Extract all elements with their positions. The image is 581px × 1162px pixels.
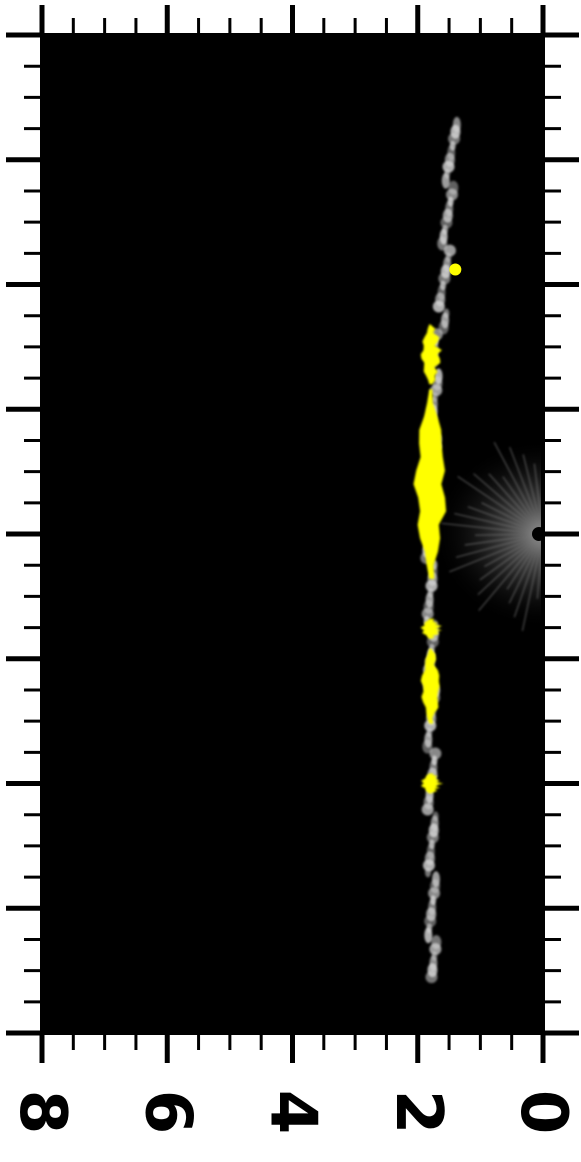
- plot-frame: [6, 5, 579, 1063]
- tick-label: 8: [5, 1090, 79, 1135]
- glow-rays: [441, 441, 543, 631]
- axis-tick-labels: 8 6 4 2 0: [5, 1090, 580, 1135]
- bright-segment: [420, 648, 440, 724]
- bright-segment: [420, 324, 442, 385]
- image-panel: [42, 35, 543, 1033]
- tick-label: 6: [130, 1090, 204, 1135]
- glow: [433, 439, 543, 629]
- bright-knot: [449, 263, 462, 276]
- bright-segment: [421, 773, 444, 794]
- tick-label: 0: [506, 1090, 580, 1135]
- bright-segment: [413, 389, 447, 579]
- tick-label: 2: [381, 1090, 455, 1135]
- glow-core: [532, 527, 543, 541]
- bright-segment: [420, 618, 442, 639]
- tick-label: 4: [256, 1090, 330, 1135]
- bright-filament: [413, 324, 447, 794]
